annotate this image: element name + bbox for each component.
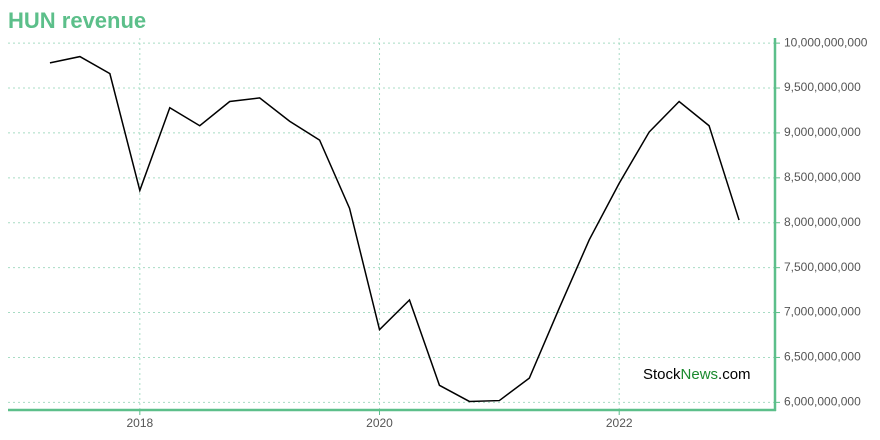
watermark-part: News [681, 366, 719, 383]
line [49, 55, 740, 403]
watermark-part: .com [718, 366, 751, 383]
y-tick-label: 8,500,000,000 [784, 170, 861, 184]
y-tick-label: 9,500,000,000 [784, 80, 861, 94]
y-tick-label: 9,000,000,000 [784, 125, 861, 139]
watermark: StockNews.com [643, 366, 751, 383]
y-tick-label: 7,000,000,000 [784, 305, 861, 319]
y-tick-label: 6,000,000,000 [784, 395, 861, 409]
x-tick-label: 2022 [606, 416, 633, 430]
x-tick-label: 2018 [126, 416, 153, 430]
y-tick-label: 6,500,000,000 [784, 350, 861, 364]
chart-title: HUN revenue [8, 8, 146, 33]
watermark-part: Stock [643, 366, 681, 383]
y-tick-label: 8,000,000,000 [784, 215, 861, 229]
y-tick-label: 10,000,000,000 [784, 35, 868, 49]
y-tick-label: 7,500,000,000 [784, 260, 861, 274]
x-tick-label: 2020 [366, 416, 393, 430]
